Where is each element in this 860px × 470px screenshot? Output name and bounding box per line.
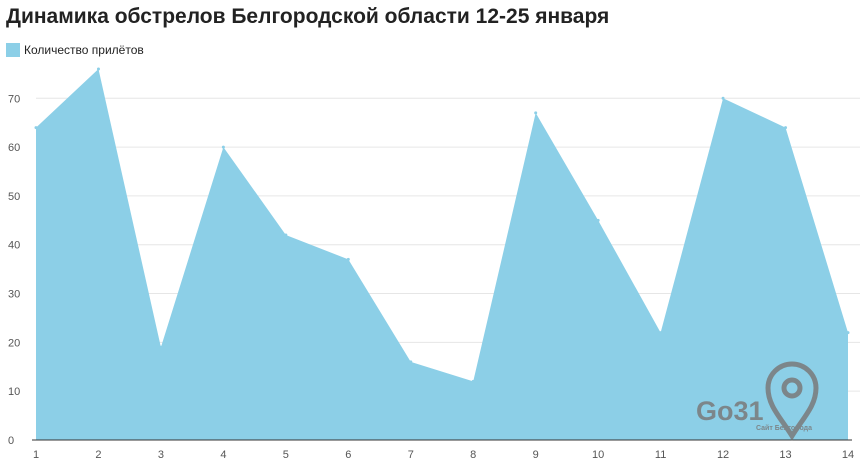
- y-tick-label-30: 30: [8, 289, 20, 301]
- watermark-brand-text: Go31: [696, 396, 764, 426]
- data-point-3[interactable]: [159, 345, 163, 349]
- data-point-6[interactable]: [346, 257, 350, 261]
- data-point-9[interactable]: [534, 111, 538, 115]
- x-tick-label-7: 7: [408, 449, 414, 461]
- x-tick-label-3: 3: [158, 449, 164, 461]
- data-point-11[interactable]: [659, 331, 663, 335]
- x-tick-label-8: 8: [470, 449, 476, 461]
- legend-label: Количество прилётов: [24, 43, 144, 57]
- watermark-tagline-text: Сайт Белгорода: [756, 424, 812, 432]
- series-area-layer: [34, 67, 850, 440]
- x-tick-label-11: 11: [655, 449, 666, 461]
- x-tick-label-14: 14: [842, 449, 854, 461]
- data-point-5[interactable]: [284, 233, 288, 237]
- x-tick-label-12: 12: [717, 449, 729, 461]
- y-tick-label-70: 70: [8, 93, 20, 105]
- x-tick-label-2: 2: [95, 449, 101, 461]
- data-point-2[interactable]: [96, 67, 100, 71]
- data-point-1[interactable]: [34, 126, 38, 130]
- x-tick-label-1: 1: [33, 449, 39, 461]
- y-tick-label-40: 40: [8, 240, 20, 252]
- legend-swatch: [6, 43, 20, 57]
- data-point-12[interactable]: [721, 96, 725, 100]
- data-point-4[interactable]: [221, 145, 225, 149]
- data-point-10[interactable]: [596, 218, 600, 222]
- y-tick-label-60: 60: [8, 142, 20, 154]
- y-tick-label-50: 50: [8, 191, 20, 203]
- legend[interactable]: Количество прилётов: [6, 43, 144, 57]
- data-point-14[interactable]: [846, 331, 850, 335]
- y-tick-label-0: 0: [8, 435, 14, 447]
- x-tick-label-13: 13: [779, 449, 791, 461]
- watermark-logo: Go31 Сайт Белгорода: [696, 361, 819, 441]
- data-point-13[interactable]: [784, 126, 788, 130]
- y-tick-label-20: 20: [8, 337, 20, 349]
- data-point-7[interactable]: [409, 360, 413, 364]
- x-tick-label-5: 5: [283, 449, 289, 461]
- x-tick-label-9: 9: [533, 449, 539, 461]
- x-tick-label-6: 6: [345, 449, 351, 461]
- map-pin-icon: [765, 361, 819, 441]
- x-tick-label-4: 4: [220, 449, 226, 461]
- series-area-0: [36, 69, 848, 440]
- x-tick-label-10: 10: [592, 449, 604, 461]
- data-point-8[interactable]: [471, 379, 475, 383]
- chart-title: Динамика обстрелов Белгородской области …: [6, 5, 610, 28]
- y-tick-label-10: 10: [8, 386, 20, 398]
